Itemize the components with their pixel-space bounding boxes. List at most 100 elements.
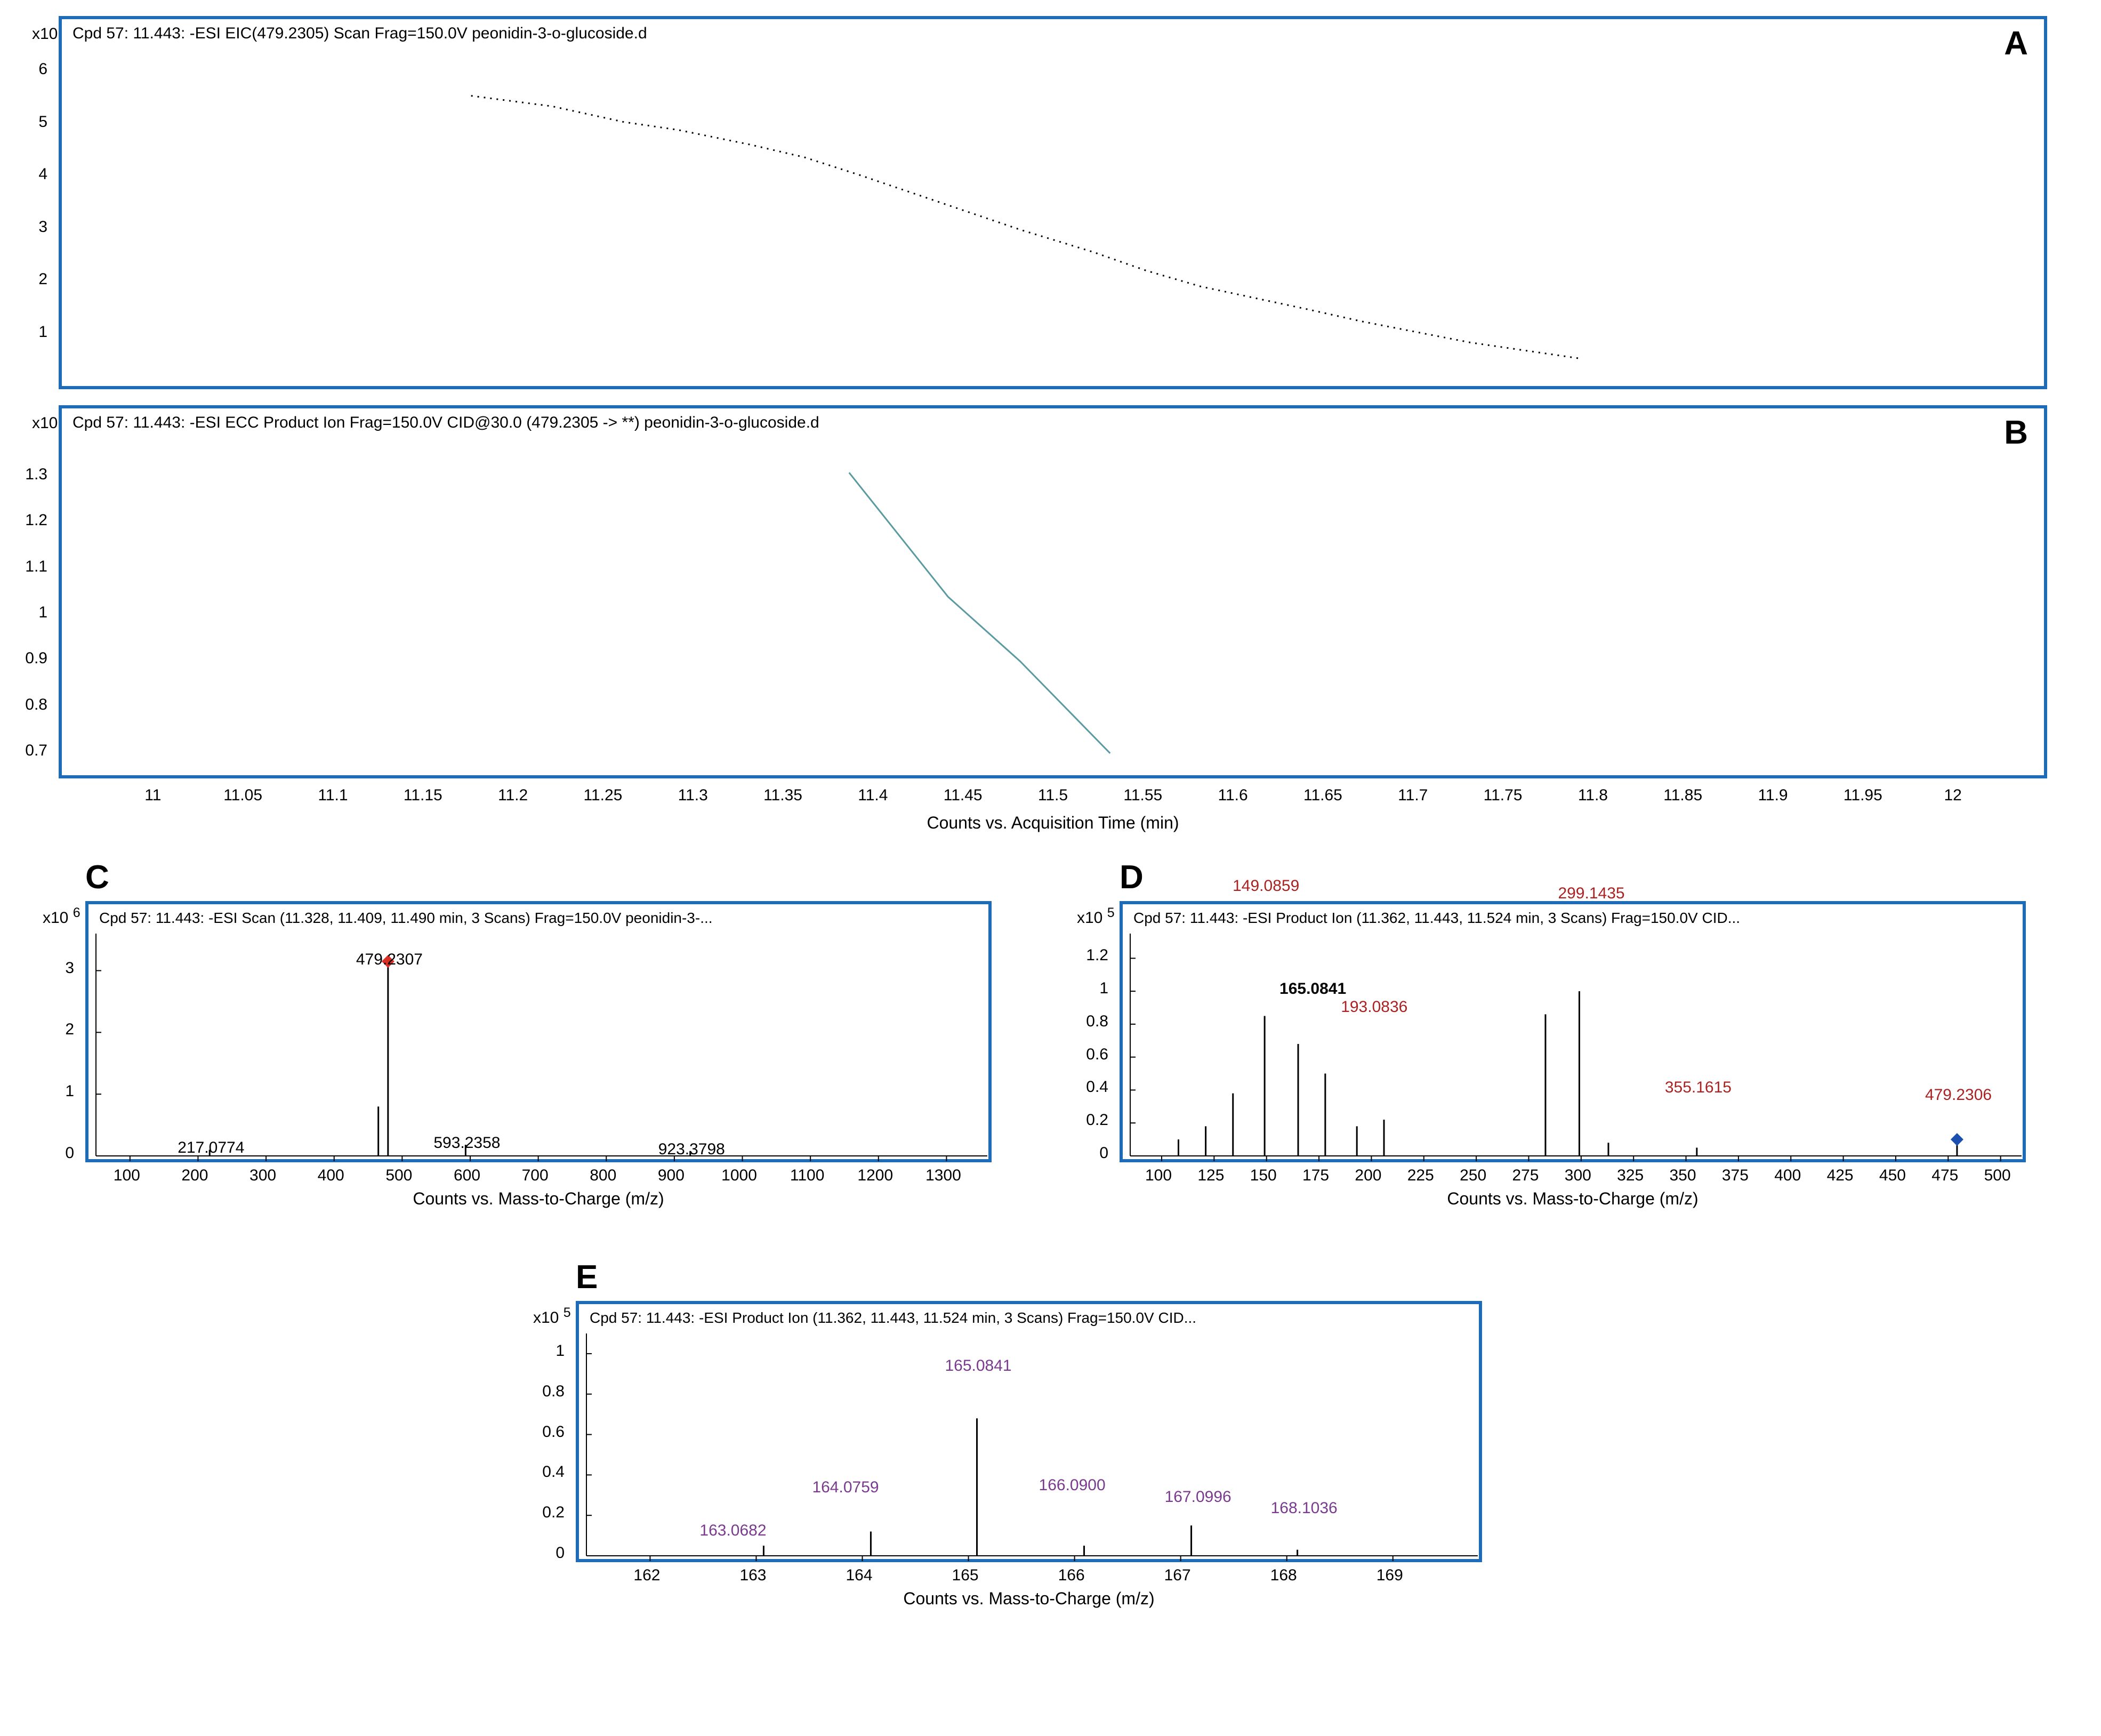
peak-label: 193.0836: [1341, 998, 1407, 1016]
x-tick-label: 11.5: [1038, 786, 1068, 805]
x-tick-label: 125: [1197, 1167, 1224, 1185]
panel-a-container: x10 6 123456 Cpd 57: 11.443: -ESI EIC(47…: [59, 16, 2052, 389]
y-tick-label: 1: [38, 323, 47, 341]
y-tick-label: 0.2: [542, 1504, 565, 1522]
peak-label: 167.0996: [1165, 1488, 1231, 1506]
x-tick-label: 11.25: [583, 786, 622, 805]
x-tick-label: 1300: [925, 1167, 961, 1185]
x-tick-label: 900: [658, 1167, 685, 1185]
x-tick-label: 450: [1879, 1167, 1906, 1185]
peak-label: 168.1036: [1271, 1499, 1338, 1517]
x-tick-label: 11.9: [1758, 786, 1788, 805]
peak-label: 593.2358: [433, 1134, 500, 1152]
panel-e-x-ticks: 162163164165166167168169: [576, 1566, 1482, 1588]
panel-d: Cpd 57: 11.443: -ESI Product Ion (11.362…: [1120, 901, 2026, 1162]
panel-b: Cpd 57: 11.443: -ESI ECC Product Ion Fra…: [59, 405, 2047, 778]
y-tick-label: 0.8: [1086, 1012, 1108, 1031]
x-tick-label: 11.95: [1844, 786, 1882, 805]
x-tick-label: 275: [1512, 1167, 1539, 1185]
panel-c-label: C: [85, 858, 109, 896]
x-tick-label: 200: [1355, 1167, 1381, 1185]
x-tick-label: 200: [181, 1167, 208, 1185]
x-tick-label: 11.8: [1578, 786, 1608, 805]
x-tick-label: 500: [1984, 1167, 2011, 1185]
x-tick-label: 162: [633, 1566, 660, 1585]
x-tick-label: 11.75: [1484, 786, 1523, 805]
y-tick-label: 3: [65, 959, 74, 977]
y-tick-label: 1.2: [25, 511, 47, 529]
panel-e-peak-labels: 163.0682164.0759165.0841166.0900167.0996…: [579, 1304, 1479, 1559]
y-tick-label: 0.6: [542, 1423, 565, 1441]
peak-label: 355.1615: [1665, 1079, 1732, 1097]
peak-label: 164.0759: [812, 1478, 879, 1497]
x-tick-label: 169: [1376, 1566, 1403, 1585]
y-tick-label: 0.4: [542, 1463, 565, 1481]
x-tick-label: 325: [1617, 1167, 1644, 1185]
panel-a: Cpd 57: 11.443: -ESI EIC(479.2305) Scan …: [59, 16, 2047, 389]
peak-label: 299.1435: [1558, 885, 1624, 903]
peak-label: 479.2307: [356, 951, 423, 969]
x-tick-label: 11.85: [1663, 786, 1702, 805]
panel-d-y-exp: x10 5: [1077, 905, 1115, 927]
x-tick-label: 150: [1250, 1167, 1277, 1185]
panel-b-chart: [62, 408, 2050, 782]
peak-label: 149.0859: [1233, 877, 1299, 895]
y-tick-label: 0: [1099, 1144, 1108, 1162]
panel-d-container: D x10 5 00.20.40.60.811.2 Cpd 57: 11.443…: [1120, 901, 2036, 1162]
panel-d-label: D: [1120, 858, 1144, 896]
x-tick-label: 1200: [857, 1167, 893, 1185]
x-tick-label: 11.65: [1303, 786, 1342, 805]
x-tick-label: 11.15: [404, 786, 442, 805]
y-tick-label: 0.6: [1086, 1046, 1108, 1064]
y-tick-label: 0: [65, 1144, 74, 1162]
panel-c-y-exp: x10 6: [43, 905, 81, 927]
y-tick-label: 0.9: [25, 649, 47, 668]
peak-label: 165.0841: [945, 1357, 1011, 1375]
x-tick-label: 400: [1774, 1167, 1801, 1185]
panel-e-container: E x10 5 00.20.40.60.81 Cpd 57: 11.443: -…: [576, 1301, 1493, 1562]
x-tick-label: 168: [1270, 1566, 1297, 1585]
x-tick-label: 700: [522, 1167, 549, 1185]
x-tick-label: 400: [318, 1167, 344, 1185]
y-tick-label: 2: [38, 270, 47, 288]
x-tick-label: 11.7: [1398, 786, 1428, 805]
panel-e-label: E: [576, 1258, 598, 1296]
x-tick-label: 11.35: [763, 786, 802, 805]
x-tick-label: 500: [385, 1167, 412, 1185]
x-tick-label: 167: [1164, 1566, 1191, 1585]
x-tick-label: 350: [1670, 1167, 1696, 1185]
x-tick-label: 175: [1302, 1167, 1329, 1185]
x-tick-label: 11: [144, 786, 161, 805]
panel-d-x-ticks: 1001251501752002252502753003253503754004…: [1120, 1167, 2026, 1188]
x-tick-label: 250: [1460, 1167, 1486, 1185]
peak-label: 479.2306: [1925, 1086, 1992, 1104]
x-tick-label: 425: [1827, 1167, 1854, 1185]
panel-c-peak-labels: 217.0774 479.2307 593.2358 923.3798: [88, 904, 988, 1159]
panel-c-x-label: Counts vs. Mass-to-Charge (m/z): [85, 1189, 992, 1209]
y-tick-label: 0.8: [25, 696, 47, 714]
x-tick-label: 11.2: [498, 786, 528, 805]
panel-a-chart: [62, 19, 2050, 392]
x-tick-label: 11.4: [858, 786, 888, 805]
x-tick-label: 165: [952, 1566, 979, 1585]
x-tick-label: 100: [1145, 1167, 1172, 1185]
peak-label: 217.0774: [178, 1139, 244, 1157]
shared-x-label: Counts vs. Acquisition Time (min): [59, 813, 2047, 833]
y-tick-label: 1: [65, 1082, 74, 1100]
x-tick-label: 11.1: [318, 786, 348, 805]
x-tick-label: 300: [1565, 1167, 1591, 1185]
peak-label: 923.3798: [658, 1140, 725, 1159]
x-tick-label: 800: [590, 1167, 616, 1185]
y-tick-label: 1: [38, 604, 47, 622]
x-tick-label: 600: [454, 1167, 480, 1185]
y-tick-label: 6: [38, 60, 47, 78]
y-tick-label: 1: [1099, 979, 1108, 998]
y-tick-label: 0.2: [1086, 1111, 1108, 1129]
panel-c: Cpd 57: 11.443: -ESI Scan (11.328, 11.40…: [85, 901, 992, 1162]
x-tick-label: 100: [114, 1167, 140, 1185]
y-tick-label: 0.7: [25, 742, 47, 760]
y-tick-label: 2: [65, 1020, 74, 1039]
peak-label: 163.0682: [699, 1522, 766, 1540]
x-tick-label: 166: [1058, 1566, 1085, 1585]
y-tick-label: 3: [38, 218, 47, 236]
